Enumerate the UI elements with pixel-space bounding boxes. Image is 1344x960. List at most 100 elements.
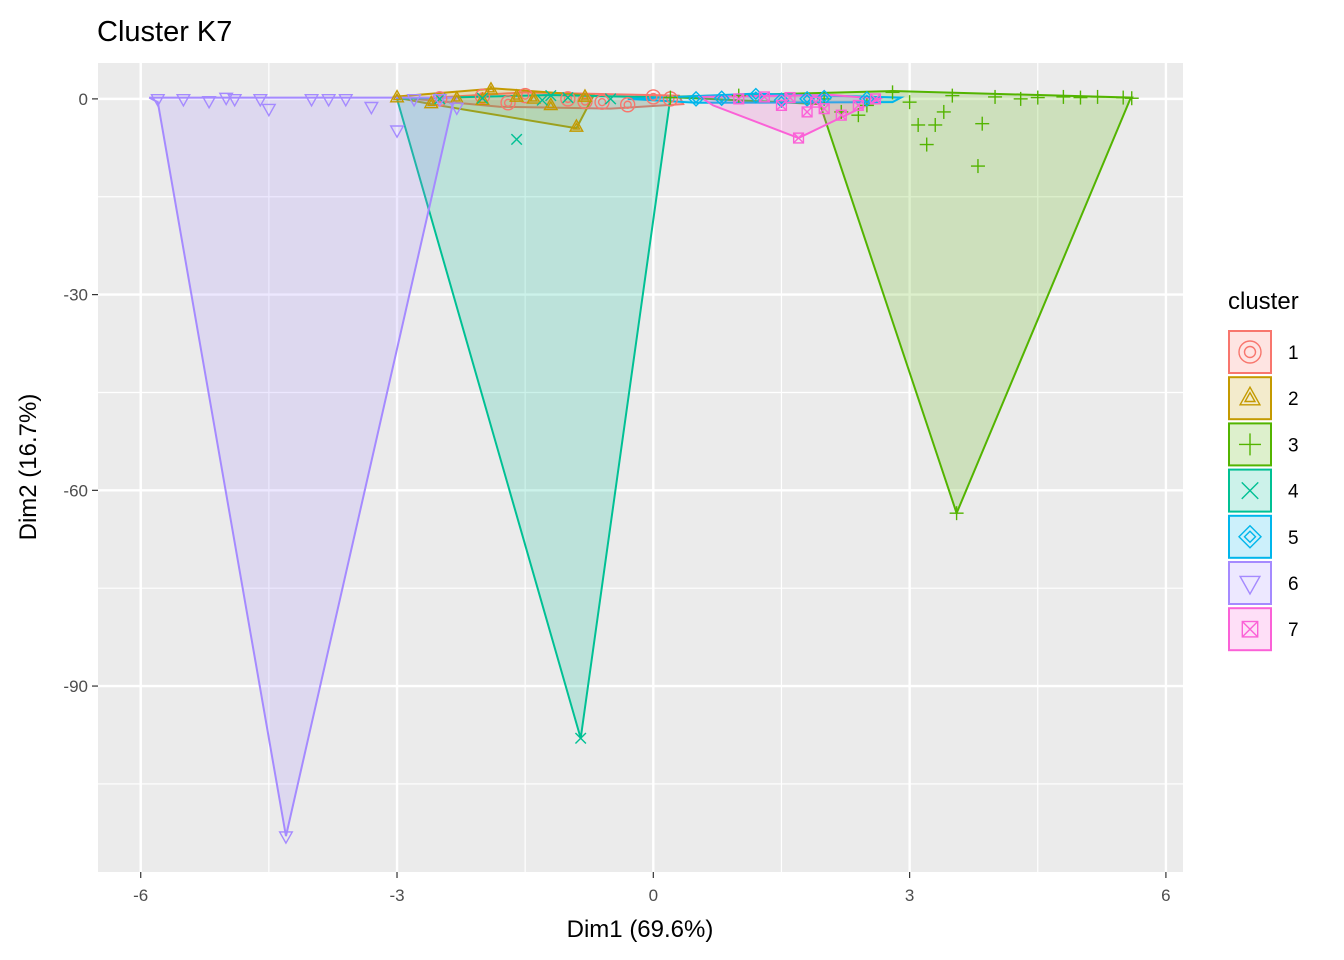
point-cluster-4: [604, 93, 617, 105]
axis-layer: -6 -3 0 3 60-30-60-90: [63, 90, 1170, 905]
point-cluster-2: [423, 95, 439, 109]
legend-label: 4: [1288, 482, 1299, 503]
point-cluster-7: [810, 96, 822, 108]
legend-marker-1: [1238, 340, 1262, 364]
plot-panel: [98, 63, 1183, 872]
point-cluster-6: [218, 92, 234, 107]
point-cluster-1: [619, 97, 636, 113]
legend-label: 7: [1288, 620, 1299, 641]
point-cluster-5: [688, 90, 705, 107]
legend-title: cluster: [1228, 288, 1299, 315]
point-cluster-4: [562, 91, 574, 104]
point-cluster-3: [936, 104, 951, 119]
point-cluster-6: [449, 102, 465, 116]
point-cluster-3: [1030, 90, 1045, 105]
point-cluster-3: [911, 117, 926, 132]
point-cluster-6: [363, 101, 379, 116]
point-cluster-1: [645, 89, 662, 105]
legend-key-4: [1228, 468, 1272, 513]
legend-label: 1: [1288, 343, 1299, 364]
point-cluster-3: [1013, 91, 1028, 106]
point-cluster-1: [500, 95, 516, 111]
x-tick-label: -6: [133, 886, 148, 905]
legend-label: 3: [1288, 435, 1299, 456]
point-cluster-2: [543, 96, 559, 111]
point-cluster-3: [663, 90, 678, 105]
point-cluster-3: [1090, 89, 1105, 104]
point-cluster-6: [304, 93, 320, 108]
point-cluster-7: [835, 109, 847, 121]
point-cluster-3: [1073, 90, 1088, 105]
point-cluster-2: [568, 118, 584, 132]
point-cluster-6: [150, 93, 166, 108]
point-cluster-5: [773, 92, 790, 109]
legend-swatch: [1228, 330, 1272, 374]
legend-swatch: [1228, 514, 1272, 559]
x-tick-label: 0: [649, 886, 658, 905]
point-cluster-3: [949, 506, 964, 521]
point-cluster-4: [536, 94, 548, 106]
point-cluster-6: [338, 93, 354, 108]
point-cluster-6: [252, 93, 268, 108]
legend-marker-3: [1239, 433, 1261, 456]
x-tick-label: 3: [905, 886, 914, 905]
legend: cluster 1 2 3 4 5 6 7: [1228, 288, 1299, 652]
point-cluster-2: [389, 89, 405, 103]
point-cluster-4: [510, 133, 523, 146]
x-axis-title: Dim1 (69.6%): [567, 916, 714, 943]
legend-key-1: [1228, 330, 1272, 374]
point-cluster-7: [869, 93, 882, 105]
legend-key-6: [1228, 561, 1272, 605]
point-cluster-3: [1056, 89, 1071, 104]
chart-title: Cluster K7: [97, 16, 232, 48]
y-tick-label: 0: [79, 90, 88, 109]
point-cluster-3: [919, 137, 934, 152]
legend-key-7: [1228, 607, 1272, 652]
legend-key-3: [1228, 422, 1272, 467]
hull-layer: [148, 87, 1134, 837]
legend-label: 6: [1288, 574, 1299, 595]
point-cluster-2: [526, 90, 542, 104]
point-cluster-6: [406, 93, 422, 108]
point-cluster-5: [858, 90, 875, 107]
point-cluster-6: [389, 125, 405, 139]
legend-marker-5: [1238, 524, 1262, 549]
point-cluster-3: [945, 88, 960, 103]
y-tick-label: -90: [63, 677, 88, 696]
point-cluster-7: [801, 106, 813, 118]
point-cluster-7: [852, 99, 864, 112]
point-cluster-3: [885, 85, 900, 100]
legend-marker-6: [1238, 575, 1262, 596]
legend-label: 5: [1288, 528, 1299, 549]
hull-cluster-6: [148, 96, 459, 837]
point-cluster-6: [201, 95, 217, 110]
point-cluster-7: [792, 132, 805, 144]
point-cluster-1: [594, 94, 610, 110]
legend-marker-7: [1241, 620, 1259, 638]
legend-swatch: [1228, 376, 1272, 421]
point-cluster-6: [432, 93, 448, 108]
legend-key-5: [1228, 514, 1272, 559]
y-tick-label: -30: [63, 286, 88, 305]
legend-marker-2: [1238, 385, 1262, 406]
point-cluster-3: [1124, 91, 1139, 106]
point-cluster-4: [476, 92, 489, 104]
legend-key-2: [1228, 376, 1272, 421]
point-cluster-2: [483, 81, 499, 95]
x-tick-label: -3: [389, 886, 404, 905]
point-cluster-5: [713, 90, 730, 107]
point-cluster-1: [560, 91, 576, 107]
point-cluster-6: [321, 93, 337, 108]
x-tick-label: 6: [1161, 886, 1170, 905]
point-cluster-4: [574, 732, 587, 744]
point-cluster-7: [733, 93, 745, 105]
point-cluster-3: [988, 89, 1003, 104]
point-layer: [150, 81, 1139, 845]
point-cluster-6: [175, 93, 191, 108]
point-cluster-6: [278, 831, 294, 845]
point-cluster-3: [975, 116, 990, 131]
legend-marker-4: [1241, 481, 1259, 500]
point-cluster-4: [545, 89, 557, 102]
